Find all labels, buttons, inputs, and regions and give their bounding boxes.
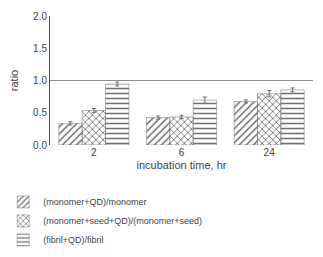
- svg-text:6: 6: [179, 147, 185, 158]
- svg-text:2.0: 2.0: [33, 11, 47, 22]
- svg-text:(monomer+seed+QD)/(monomer+see: (monomer+seed+QD)/(monomer+seed): [43, 216, 202, 226]
- svg-text:(fibril+QD)/fibril: (fibril+QD)/fibril: [43, 235, 103, 245]
- svg-text:24: 24: [264, 147, 276, 158]
- svg-text:2: 2: [91, 147, 97, 158]
- svg-text:ratio: ratio: [8, 70, 20, 91]
- svg-text:1.5: 1.5: [33, 43, 47, 54]
- svg-text:0.0: 0.0: [33, 140, 47, 151]
- svg-text:0.5: 0.5: [33, 107, 47, 118]
- svg-text:incubation time, hr: incubation time, hr: [137, 159, 227, 171]
- svg-text:(monomer+QD)/monomer: (monomer+QD)/monomer: [43, 197, 146, 207]
- svg-text:1.0: 1.0: [33, 75, 47, 86]
